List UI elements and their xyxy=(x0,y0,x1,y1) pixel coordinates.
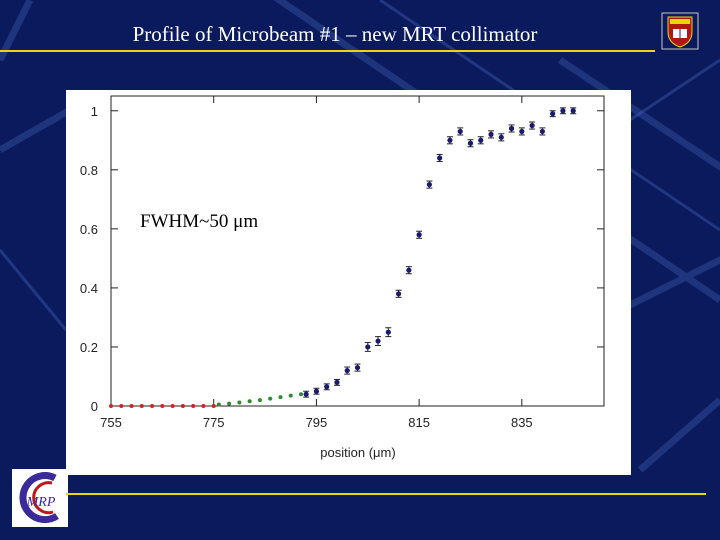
data-point xyxy=(519,128,525,135)
data-point xyxy=(539,128,545,135)
data-point xyxy=(129,404,134,408)
slide-title: Profile of Microbeam #1 – new MRT collim… xyxy=(132,22,538,46)
x-tick-label: 755 xyxy=(100,415,122,430)
x-tick-label: 815 xyxy=(408,415,430,430)
profile-chart: 0 0.2 0.4 0.6 0.8 1 755 775 795 815 835 FWHM~50 μ… xyxy=(80,95,605,460)
data-point xyxy=(406,267,412,273)
x-axis-ticks: 755 775 795 815 835 xyxy=(100,96,533,430)
university-crest-icon xyxy=(661,12,699,50)
data-point xyxy=(498,134,504,140)
data-point xyxy=(560,108,566,114)
data-series xyxy=(109,107,577,408)
data-point xyxy=(508,125,515,132)
data-point xyxy=(303,391,309,397)
data-point xyxy=(395,291,402,297)
series-group xyxy=(109,404,216,408)
series-group xyxy=(303,107,577,398)
data-point xyxy=(139,404,144,408)
x-tick-label: 835 xyxy=(511,415,533,430)
data-point xyxy=(385,329,391,335)
data-point xyxy=(170,404,175,408)
data-point xyxy=(334,379,340,385)
plot-frame xyxy=(110,95,605,407)
data-point xyxy=(109,404,113,408)
data-point xyxy=(457,128,463,135)
data-point xyxy=(247,399,252,404)
x-tick-label: 795 xyxy=(306,415,328,430)
data-point xyxy=(180,404,185,408)
fwhm-annotation: FWHM~50 μm xyxy=(140,211,258,232)
data-point xyxy=(201,404,206,408)
data-point xyxy=(237,400,242,405)
data-point xyxy=(227,401,232,406)
x-axis-title: position (μm) xyxy=(320,445,395,460)
data-point xyxy=(447,137,453,143)
data-point xyxy=(437,155,443,161)
data-point xyxy=(426,181,432,188)
data-point xyxy=(288,393,293,398)
series-group xyxy=(216,392,304,407)
data-point xyxy=(257,398,262,403)
data-point xyxy=(416,232,422,238)
data-point xyxy=(529,122,535,129)
svg-text:MRP: MRP xyxy=(26,495,56,510)
title-rule xyxy=(0,50,655,52)
data-point xyxy=(324,384,330,390)
data-point xyxy=(299,392,304,397)
data-point xyxy=(570,108,576,114)
y-tick-label: 1 xyxy=(91,104,98,119)
y-tick-label: 0 xyxy=(91,399,98,414)
y-tick-label: 0.2 xyxy=(80,340,98,355)
y-axis-ticks: 0 0.2 0.4 0.6 0.8 1 xyxy=(80,104,604,414)
data-point xyxy=(365,344,371,350)
data-point xyxy=(478,137,484,143)
data-point xyxy=(211,404,216,408)
data-point xyxy=(160,404,165,408)
y-tick-label: 0.6 xyxy=(80,222,98,237)
data-point xyxy=(268,396,273,401)
data-point xyxy=(216,402,221,407)
data-point xyxy=(488,131,494,137)
data-point xyxy=(278,395,283,400)
data-point xyxy=(550,111,556,117)
data-point xyxy=(150,404,155,408)
data-point xyxy=(467,140,474,146)
data-point xyxy=(375,338,381,344)
chart-panel: 0 0.2 0.4 0.6 0.8 1 755 775 795 815 835 FWHM~50 μ… xyxy=(66,90,631,475)
x-tick-label: 775 xyxy=(203,415,225,430)
mrp-logo-icon: MRP xyxy=(12,469,68,527)
bottom-rule xyxy=(66,493,706,495)
data-point xyxy=(354,365,361,371)
data-point xyxy=(313,388,320,394)
data-point xyxy=(119,404,124,408)
y-tick-label: 0.4 xyxy=(80,281,98,296)
data-point xyxy=(344,367,350,374)
y-tick-label: 0.8 xyxy=(80,163,98,178)
data-point xyxy=(191,404,196,408)
